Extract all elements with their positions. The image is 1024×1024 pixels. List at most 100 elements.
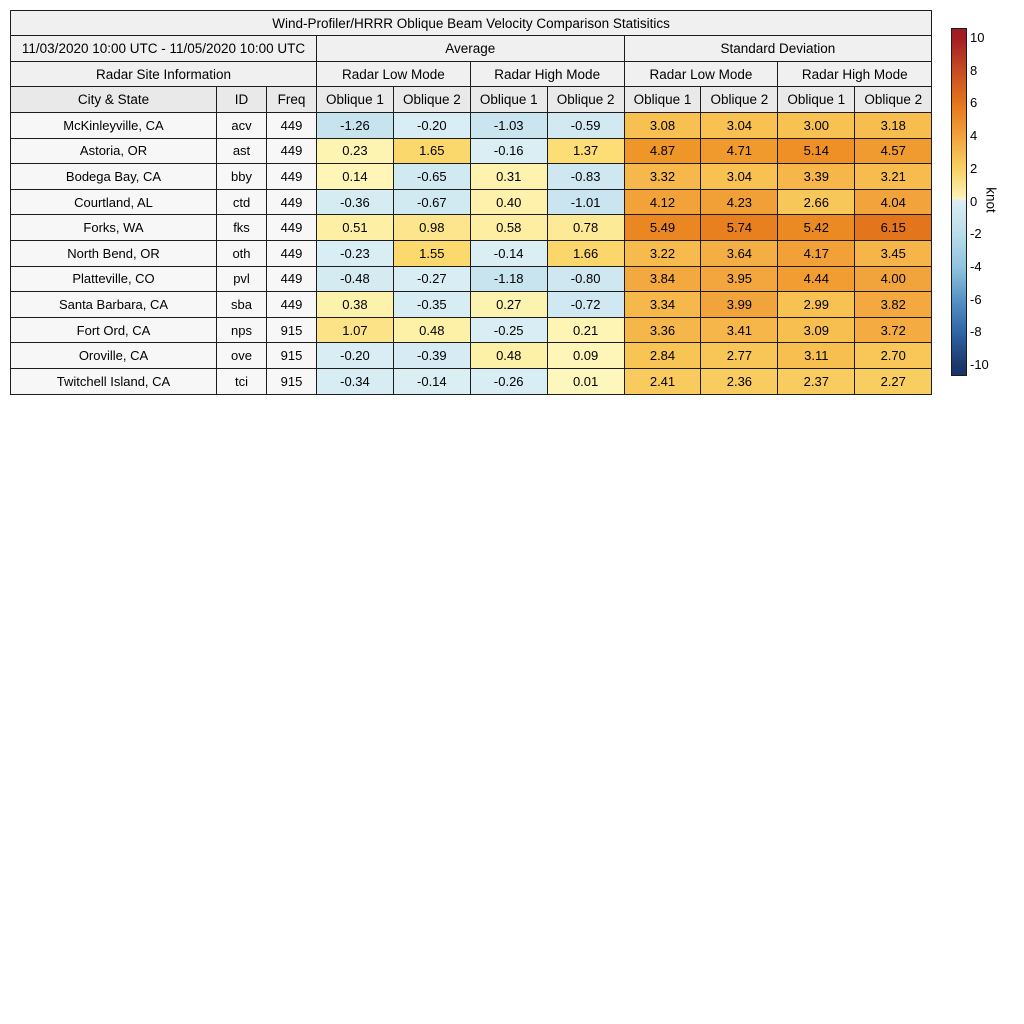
city-cell: Astoria, OR bbox=[10, 137, 217, 165]
city-cell: Courtland, AL bbox=[10, 188, 217, 216]
stat-value-cell: 3.84 bbox=[623, 265, 702, 293]
stat-value-cell: 4.71 bbox=[700, 137, 779, 165]
oblique2-header: Oblique 2 bbox=[546, 86, 625, 113]
colorbar-tick-label: -8 bbox=[970, 324, 982, 340]
city-cell: Bodega Bay, CA bbox=[10, 163, 217, 190]
stat-value-cell: 2.70 bbox=[854, 342, 933, 369]
colorbar-tick-label: -6 bbox=[970, 291, 982, 307]
id-cell: tci bbox=[216, 367, 267, 395]
stat-value-cell: 3.09 bbox=[777, 316, 856, 344]
stat-value-cell: 4.57 bbox=[854, 137, 933, 165]
id-cell: fks bbox=[216, 214, 267, 241]
stat-value-cell: 3.00 bbox=[777, 112, 856, 139]
stat-value-cell: 3.99 bbox=[700, 291, 779, 318]
stat-value-cell: 0.38 bbox=[316, 291, 394, 318]
stat-value-cell: -1.03 bbox=[469, 112, 548, 139]
stat-value-cell: 2.66 bbox=[777, 188, 856, 216]
colorbar-tick-label: 0 bbox=[970, 193, 978, 209]
stat-value-cell: -0.23 bbox=[316, 239, 394, 267]
id-cell: bby bbox=[216, 163, 267, 190]
freq-cell: 915 bbox=[266, 367, 317, 395]
radar-site-information-header: Radar Site Information bbox=[10, 61, 317, 87]
stat-value-cell: 0.58 bbox=[469, 214, 548, 241]
freq-header: Freq bbox=[266, 86, 317, 113]
stat-value-cell: 3.39 bbox=[777, 163, 856, 190]
freq-cell: 915 bbox=[266, 342, 317, 369]
std-radar-high-mode-header: Radar High Mode bbox=[777, 61, 933, 87]
stat-value-cell: 4.17 bbox=[777, 239, 856, 267]
colorbar-tick-label: 2 bbox=[970, 160, 978, 176]
stat-value-cell: 4.04 bbox=[854, 188, 933, 216]
avg-radar-high-mode-header: Radar High Mode bbox=[469, 61, 625, 87]
oblique1-header: Oblique 1 bbox=[623, 86, 702, 113]
freq-cell: 449 bbox=[266, 137, 317, 165]
stat-value-cell: 3.21 bbox=[854, 163, 933, 190]
stat-value-cell: -0.26 bbox=[469, 367, 548, 395]
stat-value-cell: -0.48 bbox=[316, 265, 394, 293]
stat-value-cell: -0.83 bbox=[546, 163, 625, 190]
stat-value-cell: -0.65 bbox=[392, 163, 471, 190]
stat-value-cell: 3.36 bbox=[623, 316, 702, 344]
id-cell: sba bbox=[216, 291, 267, 318]
stat-value-cell: -0.36 bbox=[316, 188, 394, 216]
stat-value-cell: 4.00 bbox=[854, 265, 933, 293]
stat-value-cell: 0.51 bbox=[316, 214, 394, 241]
stat-value-cell: -0.35 bbox=[392, 291, 471, 318]
freq-cell: 449 bbox=[266, 188, 317, 216]
colorbar-tick-label: 8 bbox=[970, 62, 978, 78]
stat-value-cell: -1.01 bbox=[546, 188, 625, 216]
freq-cell: 449 bbox=[266, 214, 317, 241]
city-cell: North Bend, OR bbox=[10, 239, 217, 267]
stat-value-cell: 0.27 bbox=[469, 291, 548, 318]
id-cell: ast bbox=[216, 137, 267, 165]
stat-value-cell: 0.78 bbox=[546, 214, 625, 241]
section-average: Average bbox=[316, 35, 625, 62]
colorbar-tick-label: 4 bbox=[970, 128, 978, 144]
stat-value-cell: -0.39 bbox=[392, 342, 471, 369]
freq-cell: 449 bbox=[266, 265, 317, 293]
stat-value-cell: 3.18 bbox=[854, 112, 933, 139]
mode-header-row: Radar Site Information Radar Low Mode Ra… bbox=[10, 61, 933, 87]
stat-value-cell: 0.21 bbox=[546, 316, 625, 344]
stat-value-cell: -1.18 bbox=[469, 265, 548, 293]
table-row: Twitchell Island, CA tci 915 -0.34 -0.14 -0.2… bbox=[10, 367, 933, 395]
table-body: McKinleyville, CA acv 449 -1.26 -0.20 -1.03 -0… bbox=[10, 112, 933, 395]
oblique2-header: Oblique 2 bbox=[700, 86, 779, 113]
stats-table: Wind-Profiler/HRRR Oblique Beam Velocity… bbox=[9, 10, 933, 395]
stat-value-cell: -0.14 bbox=[392, 367, 471, 395]
table-row: Bodega Bay, CA bby 449 0.14 -0.65 0.31 -0.83 3.… bbox=[10, 163, 933, 190]
oblique2-header: Oblique 2 bbox=[854, 86, 933, 113]
table-row: Fort Ord, CA nps 915 1.07 0.48 -0.25 0.21 3.36 3… bbox=[10, 316, 933, 344]
stat-value-cell: 3.04 bbox=[700, 163, 779, 190]
stat-value-cell: 4.87 bbox=[623, 137, 702, 165]
stat-value-cell: 6.15 bbox=[854, 214, 933, 241]
city-cell: Platteville, CO bbox=[10, 265, 217, 293]
table-row: Astoria, OR ast 449 0.23 1.65 -0.16 1.37 4.87 4.… bbox=[10, 137, 933, 165]
stat-value-cell: 1.66 bbox=[546, 239, 625, 267]
date-range: 11/03/2020 10:00 UTC - 11/05/2020 10:00 … bbox=[10, 35, 317, 62]
stat-value-cell: -0.72 bbox=[546, 291, 625, 318]
stat-value-cell: 0.31 bbox=[469, 163, 548, 190]
id-cell: nps bbox=[216, 316, 267, 344]
city-state-header: City & State bbox=[10, 86, 217, 113]
stat-value-cell: -0.27 bbox=[392, 265, 471, 293]
section-standard-deviation: Standard Deviation bbox=[623, 35, 933, 62]
section-header-row: 11/03/2020 10:00 UTC - 11/05/2020 10:00 … bbox=[10, 35, 933, 62]
stat-value-cell: 5.74 bbox=[700, 214, 779, 241]
stat-value-cell: 2.37 bbox=[777, 367, 856, 395]
title-row: Wind-Profiler/HRRR Oblique Beam Velocity… bbox=[9, 10, 933, 36]
stat-value-cell: 0.40 bbox=[469, 188, 548, 216]
avg-radar-low-mode-header: Radar Low Mode bbox=[316, 61, 471, 87]
id-cell: ctd bbox=[216, 188, 267, 216]
stat-value-cell: 5.42 bbox=[777, 214, 856, 241]
stat-value-cell: 3.45 bbox=[854, 239, 933, 267]
stat-value-cell: 3.22 bbox=[623, 239, 702, 267]
stat-value-cell: 0.01 bbox=[546, 367, 625, 395]
table-row: Santa Barbara, CA sba 449 0.38 -0.35 0.27 -0.7… bbox=[10, 291, 933, 318]
colorbar-tick-label: -2 bbox=[970, 226, 982, 242]
city-cell: Forks, WA bbox=[10, 214, 217, 241]
table-row: Oroville, CA ove 915 -0.20 -0.39 0.48 0.09 2.84… bbox=[10, 342, 933, 369]
id-cell: ove bbox=[216, 342, 267, 369]
oblique1-header: Oblique 1 bbox=[316, 86, 394, 113]
